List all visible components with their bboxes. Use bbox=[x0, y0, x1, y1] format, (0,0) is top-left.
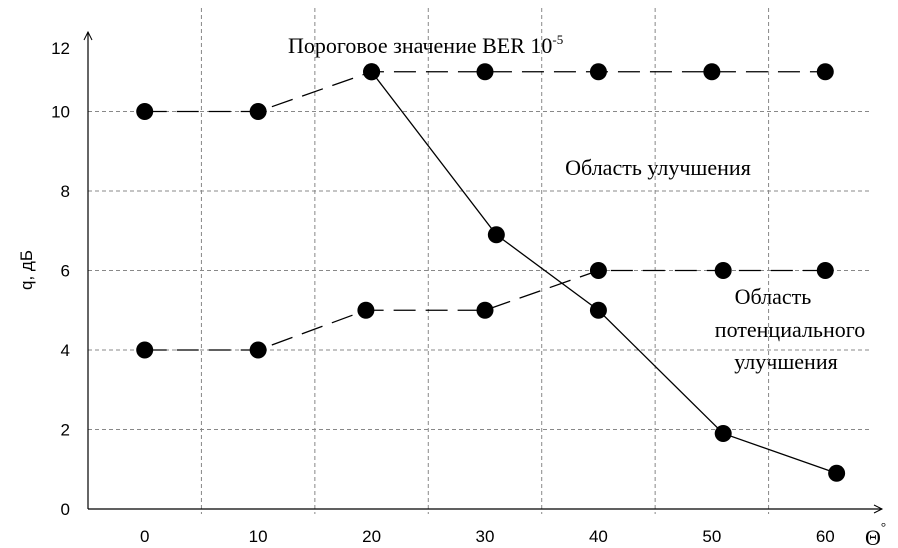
threshold-annotation: Пороговое значение BER 10-5 bbox=[288, 32, 563, 58]
point bbox=[828, 464, 846, 482]
y-tick-label: 2 bbox=[61, 421, 70, 440]
potential-annotation: улучшения bbox=[734, 349, 837, 374]
potential-annotation: Область bbox=[735, 284, 812, 309]
x-axis-label: Θ° bbox=[865, 519, 886, 548]
point bbox=[703, 63, 721, 81]
x-tick-label: 50 bbox=[702, 527, 721, 546]
x-axis-label-sup: ° bbox=[881, 519, 886, 534]
y-tick-label: 6 bbox=[61, 262, 70, 281]
y-tick-label: 4 bbox=[61, 341, 70, 360]
x-tick-label: 10 bbox=[249, 527, 268, 546]
point bbox=[589, 262, 607, 279]
point bbox=[249, 341, 267, 359]
point bbox=[136, 341, 154, 359]
y-axis-label: q, дБ bbox=[17, 250, 36, 290]
point bbox=[487, 226, 505, 244]
point bbox=[589, 301, 607, 319]
point bbox=[476, 301, 494, 319]
y-tick-label: 0 bbox=[61, 500, 70, 519]
point bbox=[816, 262, 834, 279]
point bbox=[589, 63, 607, 81]
point bbox=[136, 103, 154, 120]
potential-annotation: потенциального bbox=[715, 317, 865, 342]
point bbox=[249, 103, 267, 120]
x-tick-label: 60 bbox=[816, 527, 835, 546]
point bbox=[357, 301, 375, 319]
x-tick-label: 0 bbox=[140, 527, 149, 546]
point bbox=[816, 63, 834, 81]
y-tick-label: 8 bbox=[61, 182, 70, 201]
point bbox=[714, 424, 732, 442]
point bbox=[476, 63, 494, 81]
annotation-sup: -5 bbox=[552, 32, 563, 47]
improvement-annotation: Область улучшения bbox=[565, 155, 751, 180]
point bbox=[714, 262, 732, 279]
y-axis-arrow bbox=[83, 30, 93, 41]
point bbox=[363, 63, 381, 81]
x-axis-arrow bbox=[873, 504, 884, 514]
x-tick-label: 40 bbox=[589, 527, 608, 546]
y-tick-label: 12 bbox=[51, 39, 70, 58]
x-tick-label: 20 bbox=[362, 527, 381, 546]
x-axis-label-text: Θ bbox=[865, 525, 881, 548]
y-tick-label: 10 bbox=[51, 103, 70, 122]
annotation-text: Пороговое значение BER 10 bbox=[288, 33, 552, 58]
x-tick-label: 30 bbox=[476, 527, 495, 546]
